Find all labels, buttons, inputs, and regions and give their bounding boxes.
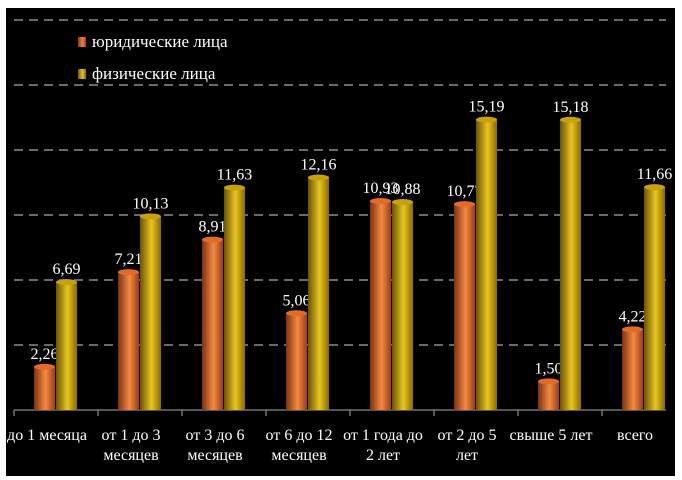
data-label: 7,21 bbox=[115, 251, 143, 268]
bar-physical-top bbox=[224, 184, 245, 191]
data-label: 11,66 bbox=[637, 166, 672, 183]
bar-legal bbox=[202, 239, 223, 410]
legend-swatch-physical bbox=[78, 69, 86, 79]
bar-legal-top bbox=[202, 236, 223, 243]
bar-physical bbox=[308, 177, 329, 410]
category-label: от 3 до 6 месяцев bbox=[185, 427, 245, 464]
data-label: 12,16 bbox=[301, 157, 337, 174]
category-label: до 1 месяца bbox=[7, 427, 87, 444]
data-label: 8,91 bbox=[199, 219, 227, 236]
bar-legal bbox=[286, 313, 307, 410]
bar-legal-top bbox=[370, 198, 391, 205]
legend-swatch-legal bbox=[78, 37, 86, 47]
category-label: от 1 года до 2 лет bbox=[343, 427, 423, 464]
bar-physical bbox=[476, 119, 497, 411]
bar-physical bbox=[140, 216, 161, 410]
bar-physical bbox=[560, 119, 581, 410]
bar-physical-top bbox=[644, 184, 665, 191]
bar-physical-top bbox=[560, 116, 581, 123]
bar-legal-top bbox=[538, 378, 559, 385]
data-label: 15,18 bbox=[553, 99, 589, 116]
bar-legal bbox=[454, 204, 475, 410]
data-label: 15,19 bbox=[469, 99, 505, 116]
category-label: свыше 5 лет bbox=[509, 427, 593, 444]
bar-legal-top bbox=[622, 326, 643, 333]
bar-physical bbox=[392, 202, 413, 410]
data-label: 10,88 bbox=[385, 181, 421, 198]
bar-legal bbox=[34, 366, 55, 410]
bar-physical-top bbox=[140, 213, 161, 220]
bar-legal bbox=[622, 329, 643, 410]
category-label: от 2 до 5 лет bbox=[437, 427, 497, 464]
chart-area: 2,26 7,21 8,91 5,06 10,93 10,77 1,50 4,22 6,69 10… bbox=[6, 8, 675, 476]
bar-legal bbox=[538, 381, 559, 410]
data-label: 10,13 bbox=[133, 195, 169, 212]
data-label: 10,77 bbox=[447, 183, 483, 200]
category-label: от 1 до 3 месяцев bbox=[101, 427, 161, 464]
bar-legal-top bbox=[118, 269, 139, 276]
bar-legal-top bbox=[286, 310, 307, 317]
legend-entry-legal: юридические лица bbox=[78, 32, 228, 52]
data-label: 2,26 bbox=[31, 346, 59, 363]
bar-physical-top bbox=[56, 279, 77, 286]
category-label: от 6 до 12 месяцев bbox=[265, 427, 333, 464]
bar-legal bbox=[118, 272, 139, 410]
data-label: 5,06 bbox=[283, 292, 311, 309]
data-label: 4,22 bbox=[619, 308, 647, 325]
bar-physical bbox=[56, 282, 77, 410]
data-label: 6,69 bbox=[53, 261, 81, 278]
bar-physical bbox=[224, 187, 245, 410]
legend-label-legal: юридические лица bbox=[92, 32, 228, 51]
data-label: 11,63 bbox=[217, 167, 252, 184]
bar-physical-top bbox=[392, 199, 413, 205]
bar-physical-top bbox=[308, 174, 329, 181]
legend-entry-physical: физические лица bbox=[78, 64, 215, 84]
legend-label-physical: физические лица bbox=[92, 64, 216, 83]
bar-legal bbox=[370, 201, 391, 410]
category-label: всего bbox=[616, 427, 654, 444]
bar-physical-top bbox=[476, 116, 497, 123]
data-label: 1,50 bbox=[535, 360, 563, 377]
bar-legal-top bbox=[34, 363, 55, 370]
bar-physical bbox=[644, 187, 665, 410]
data-label: 10,93 bbox=[363, 180, 399, 197]
chart-plot: 2,26 7,21 8,91 5,06 10,93 10,77 1,50 4,22 6,69 10… bbox=[13, 19, 672, 416]
bar-legal-top bbox=[454, 201, 475, 208]
